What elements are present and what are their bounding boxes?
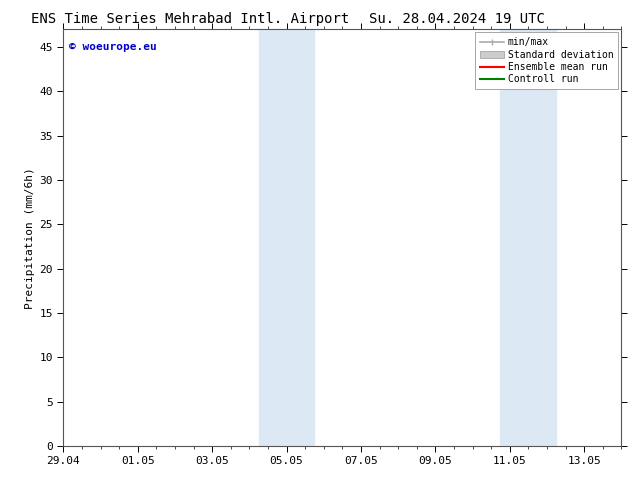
Text: © woeurope.eu: © woeurope.eu (69, 42, 157, 52)
Bar (500, 29, 538, 446)
Bar (259, 29, 296, 446)
Legend: min/max, Standard deviation, Ensemble mean run, Controll run: min/max, Standard deviation, Ensemble me… (475, 32, 618, 89)
Bar (296, 29, 314, 446)
Y-axis label: Precipitation (mm/6h): Precipitation (mm/6h) (25, 167, 36, 309)
Bar (538, 29, 556, 446)
Text: ENS Time Series Mehrabad Intl. Airport: ENS Time Series Mehrabad Intl. Airport (31, 12, 349, 26)
Text: Su. 28.04.2024 19 UTC: Su. 28.04.2024 19 UTC (368, 12, 545, 26)
